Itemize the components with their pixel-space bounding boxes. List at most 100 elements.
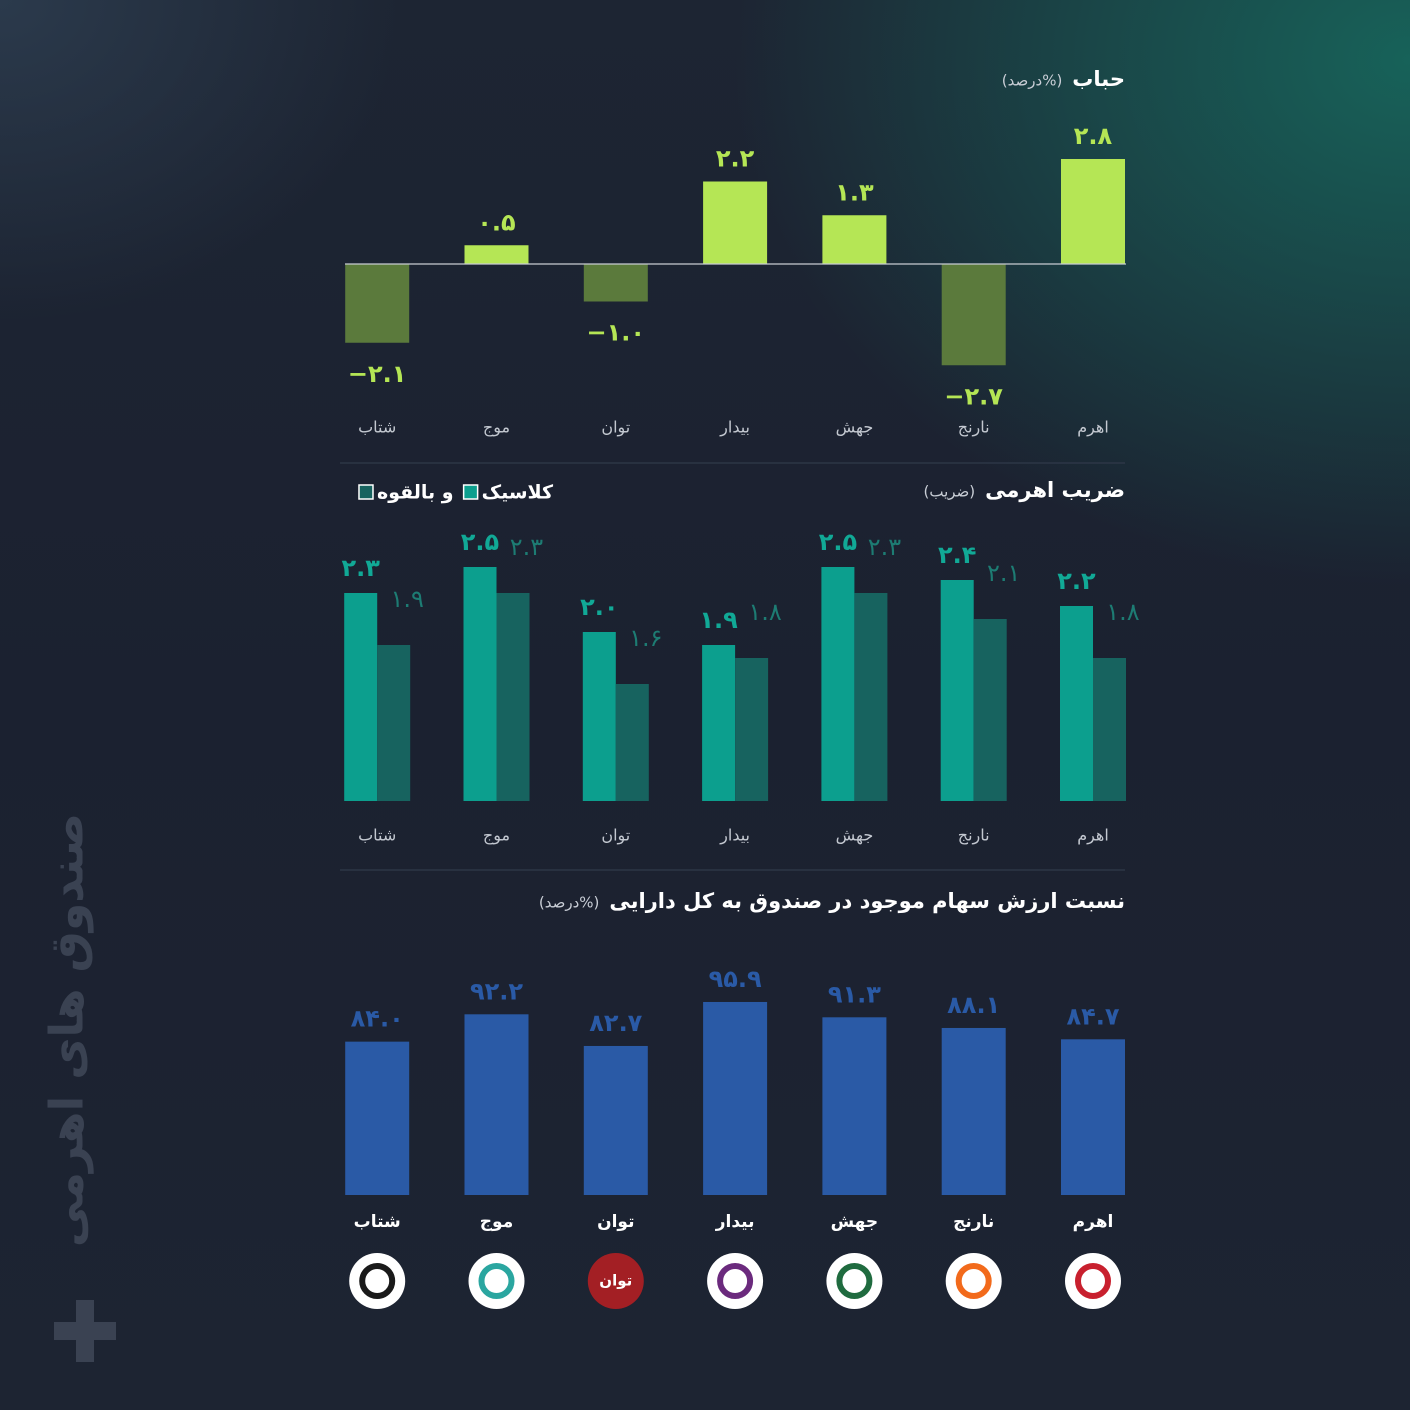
value-label: ۱.۸ <box>748 598 782 626</box>
bar <box>941 264 1006 366</box>
logo-circle <box>1065 1253 1121 1309</box>
value-label: ۲.۲ <box>716 145 755 173</box>
value-label: ۹۵.۹ <box>709 965 762 993</box>
x-tick-label: اهرم <box>1077 418 1109 438</box>
bar <box>973 619 1007 801</box>
logo-circle <box>468 1253 525 1309</box>
bar <box>1060 606 1093 801</box>
bar <box>377 645 411 801</box>
logo-circle <box>587 1253 644 1309</box>
x-tick-label: جهش <box>836 418 874 438</box>
x-tick-label: نارنج <box>958 418 990 438</box>
x-tick-label: اهرم <box>1073 1212 1114 1232</box>
bar <box>345 1041 410 1195</box>
legend-label: کلاسیک <box>482 482 554 504</box>
logo-text: توان <box>599 1272 632 1290</box>
value-label: −۲.۱ <box>348 360 407 388</box>
chart-title: نسبت ارزش سهام موجود در صندوق به کل دارا… <box>609 889 1125 913</box>
bar <box>1061 1039 1125 1195</box>
chart-subtitle: (درصد%) <box>1002 72 1063 90</box>
x-tick-label: توان <box>601 826 630 846</box>
x-tick-label: جهش <box>831 1212 879 1232</box>
value-label: ۲.۵ <box>819 528 857 556</box>
sidebar-title: صندوق های اهرمی <box>40 813 94 1247</box>
logo-mark <box>717 1263 754 1299</box>
bar <box>702 645 736 801</box>
fund-logo <box>468 1253 525 1309</box>
bar <box>854 593 888 801</box>
legend-swatch <box>462 484 479 500</box>
bar <box>582 632 616 801</box>
x-tick-label: جهش <box>836 826 874 846</box>
logo-circle <box>707 1253 764 1309</box>
legend-swatch <box>358 484 374 500</box>
bar <box>703 181 768 264</box>
fund-logo <box>349 1253 406 1309</box>
logo-mark <box>359 1263 396 1299</box>
fund-logo <box>826 1253 883 1309</box>
value-label: ۸۴.۰ <box>351 1005 404 1033</box>
brand-icon <box>54 1300 116 1362</box>
bar <box>344 593 378 801</box>
fund-logo: توان <box>587 1253 644 1309</box>
value-label: ۹۲.۲ <box>470 977 523 1005</box>
logo-mark <box>836 1263 873 1299</box>
bar <box>941 1027 1006 1195</box>
logo-circle <box>826 1253 883 1309</box>
value-label: ۹۱.۳ <box>828 980 881 1008</box>
value-label: −۲.۷ <box>944 382 1003 410</box>
value-label: ۱.۹ <box>390 585 423 613</box>
bar <box>822 215 887 264</box>
logo-circle <box>349 1253 406 1309</box>
fund-logo <box>707 1253 764 1309</box>
value-label: ۰.۵ <box>477 208 515 236</box>
bar <box>821 567 855 801</box>
x-tick-label: نارنج <box>958 826 990 846</box>
value-label: ۸۴.۷ <box>1066 1002 1119 1030</box>
chart-title: حباب <box>1072 67 1125 91</box>
value-label: ۲.۴ <box>938 541 976 569</box>
fund-logo <box>1065 1253 1121 1309</box>
value-label: ۲.۳ <box>341 554 380 582</box>
value-label: ۸۸.۱ <box>947 991 1000 1019</box>
x-tick-label: موج <box>483 826 510 846</box>
logo-mark <box>478 1263 515 1299</box>
x-tick-label: موج <box>483 418 510 438</box>
logo-mark <box>1075 1263 1111 1299</box>
chart-subtitle: (ضریب) <box>924 483 976 501</box>
x-tick-label: موج <box>480 1212 513 1232</box>
bar <box>464 1014 529 1195</box>
value-label: ۱.۳ <box>835 178 874 206</box>
x-tick-label: شتاب <box>358 826 396 845</box>
bar <box>345 264 410 343</box>
value-label: ۱.۹ <box>699 606 738 634</box>
value-label: ۸۲.۷ <box>589 1009 642 1037</box>
value-label: ۲.۱ <box>987 559 1020 587</box>
x-tick-label: بیدار <box>719 826 750 846</box>
x-tick-label: اهرم <box>1077 826 1109 846</box>
bar <box>615 684 649 801</box>
x-tick-label: توان <box>601 418 630 438</box>
x-tick-label: شتاب <box>358 418 396 437</box>
fund-logo <box>945 1253 1002 1309</box>
x-tick-label: توان <box>597 1212 634 1232</box>
x-tick-label: بیدار <box>715 1212 755 1232</box>
value-label: ۲.۸ <box>1074 122 1113 150</box>
chart-title: ضریب اهرمی <box>985 478 1125 502</box>
bar <box>583 264 648 302</box>
bar <box>735 658 769 801</box>
bar <box>583 1045 648 1195</box>
value-label: ۲.۲ <box>1057 567 1096 595</box>
value-label: ۱.۶ <box>629 624 662 652</box>
bar <box>703 1001 768 1195</box>
x-tick-label: شتاب <box>354 1212 401 1232</box>
value-label: ۲.۳ <box>868 533 902 561</box>
value-label: ۲.۳ <box>510 533 544 561</box>
value-label: ۱.۸ <box>1106 598 1140 626</box>
x-tick-label: بیدار <box>719 418 750 438</box>
bar <box>940 580 974 801</box>
x-tick-label: نارنج <box>953 1212 994 1232</box>
bar <box>822 1017 887 1195</box>
